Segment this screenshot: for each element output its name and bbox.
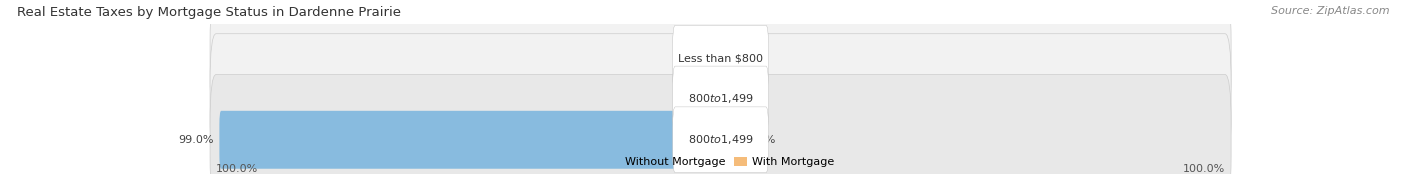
- Text: 100.0%: 100.0%: [1182, 164, 1225, 174]
- FancyBboxPatch shape: [672, 107, 769, 173]
- Text: Less than $800: Less than $800: [678, 53, 763, 63]
- FancyBboxPatch shape: [718, 111, 741, 169]
- FancyBboxPatch shape: [209, 34, 1232, 164]
- FancyBboxPatch shape: [209, 74, 1232, 196]
- Text: Source: ZipAtlas.com: Source: ZipAtlas.com: [1271, 6, 1389, 16]
- FancyBboxPatch shape: [219, 111, 723, 169]
- FancyBboxPatch shape: [714, 29, 723, 87]
- FancyBboxPatch shape: [672, 25, 769, 91]
- Text: 3.8%: 3.8%: [748, 135, 776, 145]
- Text: 0.94%: 0.94%: [733, 94, 769, 104]
- Text: 100.0%: 100.0%: [217, 164, 259, 174]
- Text: 99.0%: 99.0%: [179, 135, 214, 145]
- Text: $800 to $1,499: $800 to $1,499: [688, 93, 754, 105]
- Legend: Without Mortgage, With Mortgage: Without Mortgage, With Mortgage: [603, 152, 838, 172]
- Text: 0.0%: 0.0%: [685, 94, 713, 104]
- FancyBboxPatch shape: [718, 70, 727, 128]
- FancyBboxPatch shape: [209, 0, 1232, 123]
- Text: 0.0%: 0.0%: [728, 53, 756, 63]
- Text: 0.98%: 0.98%: [672, 53, 709, 63]
- Text: $800 to $1,499: $800 to $1,499: [688, 133, 754, 146]
- Text: Real Estate Taxes by Mortgage Status in Dardenne Prairie: Real Estate Taxes by Mortgage Status in …: [17, 6, 401, 19]
- FancyBboxPatch shape: [672, 66, 769, 132]
